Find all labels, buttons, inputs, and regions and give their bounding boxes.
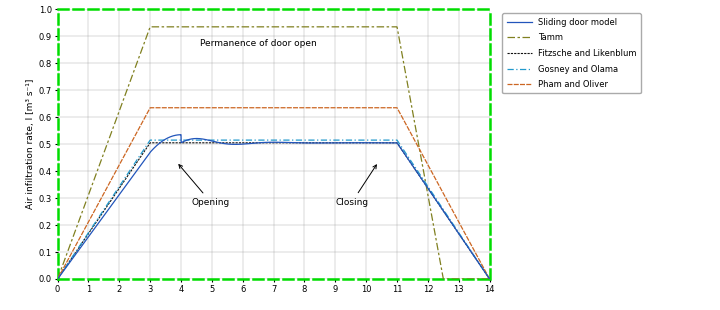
Text: Closing: Closing: [336, 165, 377, 207]
Text: Permanence of door open: Permanence of door open: [199, 38, 317, 47]
Y-axis label: Air infiltration rate, I [m³ s⁻¹]: Air infiltration rate, I [m³ s⁻¹]: [26, 79, 35, 209]
Text: Opening: Opening: [179, 165, 230, 207]
Legend: Sliding door model, Tamm, Fitzsche and Likenblum, Gosney and Olama, Pham and Oli: Sliding door model, Tamm, Fitzsche and L…: [503, 13, 641, 94]
